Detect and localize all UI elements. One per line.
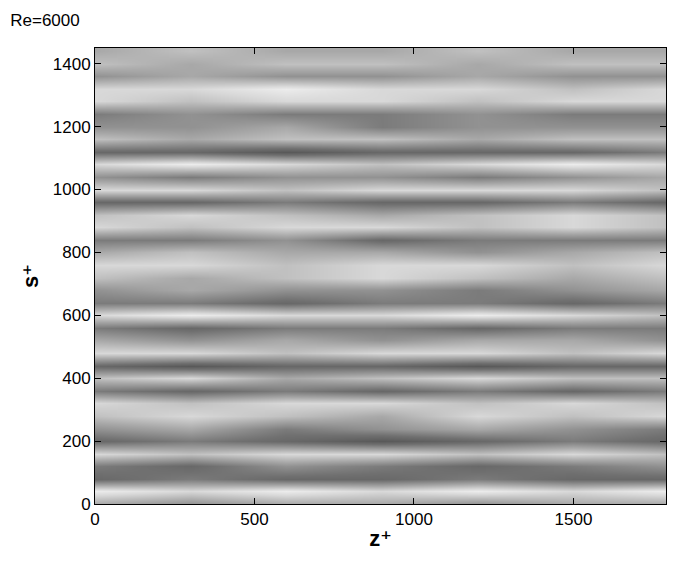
svg-text:200: 200	[62, 432, 90, 451]
svg-text:1200: 1200	[53, 118, 91, 137]
svg-text:1000: 1000	[395, 510, 433, 529]
svg-text:400: 400	[62, 369, 90, 388]
svg-text:500: 500	[240, 510, 268, 529]
svg-text:1400: 1400	[53, 55, 91, 74]
svg-text:1000: 1000	[53, 180, 91, 199]
svg-text:0: 0	[90, 510, 99, 529]
svg-text:Re=6000: Re=6000	[10, 11, 79, 30]
svg-text:s⁺: s⁺	[18, 264, 43, 288]
svg-text:1500: 1500	[555, 510, 593, 529]
svg-text:0: 0	[81, 495, 90, 514]
svg-text:z⁺: z⁺	[369, 526, 392, 551]
svg-text:600: 600	[62, 306, 90, 325]
svg-text:800: 800	[62, 243, 90, 262]
